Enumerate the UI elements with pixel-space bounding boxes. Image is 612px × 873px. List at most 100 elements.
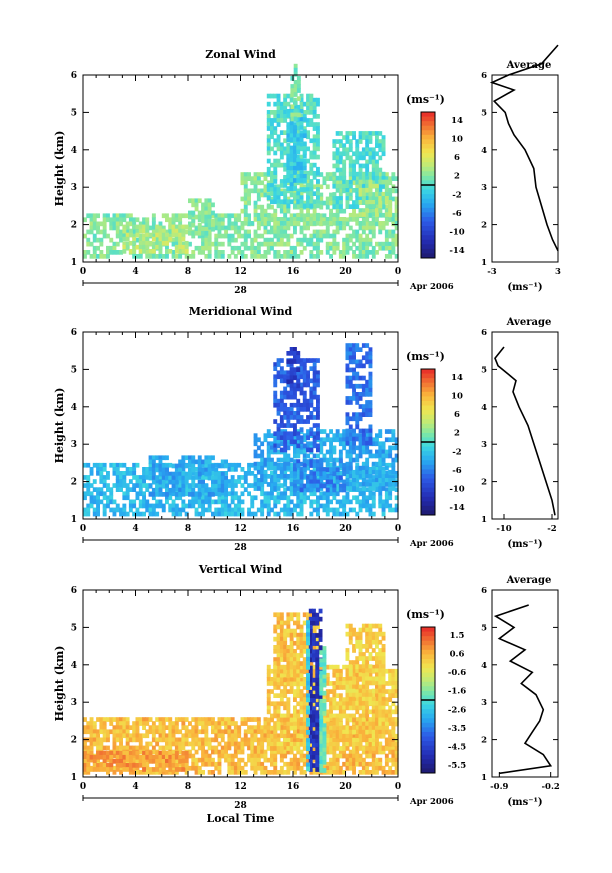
heatmap-cell	[230, 233, 235, 239]
heatmap-cell	[83, 250, 87, 255]
heatmap-cell	[125, 721, 130, 726]
colorbar-swatch	[421, 194, 435, 200]
heatmap-cell	[352, 159, 356, 165]
heatmap-cell	[352, 770, 356, 775]
heatmap-cell	[260, 172, 265, 177]
heatmap-cell	[165, 249, 169, 254]
heatmap-cell	[329, 221, 333, 226]
heatmap-cell	[188, 467, 192, 473]
heatmap-cell	[197, 499, 202, 505]
heatmap-cell	[296, 721, 301, 726]
heatmap-cell	[273, 374, 278, 380]
heatmap-cell	[178, 467, 183, 473]
heatmap-cell	[316, 499, 320, 505]
heatmap-cell	[338, 770, 343, 775]
heatmap-cell	[273, 431, 278, 437]
heatmap-cell	[132, 254, 137, 259]
heatmap-cell	[191, 741, 196, 747]
heatmap-cell	[233, 245, 238, 251]
heatmap-cell	[155, 467, 160, 473]
heatmap-cell	[302, 245, 307, 251]
heatmap-cell	[194, 483, 199, 488]
heatmap-cell	[316, 97, 320, 103]
heatmap-cell	[299, 109, 304, 114]
heatmap-cell	[171, 232, 176, 238]
heatmap-cell	[312, 483, 317, 489]
heatmap-cell	[293, 449, 297, 455]
colorbar-swatch	[421, 373, 435, 379]
heatmap-cell	[316, 142, 320, 148]
heatmap-cell	[204, 233, 209, 239]
heatmap-cell	[171, 471, 176, 477]
heatmap-cell	[381, 135, 386, 140]
heatmap-cell	[306, 419, 310, 424]
heatmap-cell	[273, 474, 278, 479]
heatmap-cell	[217, 217, 222, 223]
heatmap-cell	[293, 487, 297, 493]
heatmap-cell	[286, 142, 291, 148]
heatmap-cell	[283, 250, 288, 255]
heatmap-cell	[309, 463, 314, 468]
heatmap-cell	[151, 507, 156, 513]
panel-title: Zonal Wind	[205, 48, 276, 61]
heatmap-cell	[289, 486, 294, 491]
heatmap-cell	[168, 217, 173, 223]
heatmap-cell	[276, 229, 281, 235]
heatmap-cell	[381, 171, 386, 177]
heatmap-cell	[151, 725, 156, 730]
heatmap-cell	[230, 245, 235, 251]
heatmap-cell	[194, 770, 199, 775]
heatmap-cell	[197, 217, 202, 223]
heatmap-cell	[290, 88, 295, 93]
heatmap-cell	[338, 221, 343, 226]
heatmap-cell	[181, 475, 186, 481]
heatmap-cell	[375, 151, 379, 157]
heatmap-cell	[361, 408, 366, 413]
heatmap-cell	[309, 394, 314, 400]
heatmap-cell	[188, 492, 192, 497]
heatmap-cell	[293, 347, 297, 352]
heatmap-cell	[128, 767, 133, 772]
heatmap-cell	[214, 733, 219, 739]
heatmap-cell	[256, 212, 261, 218]
heatmap-cell	[316, 217, 320, 222]
heatmap-cell	[201, 745, 205, 751]
heatmap-cell	[112, 507, 117, 513]
heatmap-cell	[335, 725, 340, 730]
heatmap-cell	[181, 507, 186, 513]
heatmap-cell	[207, 254, 212, 259]
heatmap-cells	[83, 343, 399, 517]
heatmap-cell	[342, 507, 347, 513]
heatmap-cell	[355, 499, 360, 505]
colorbar-swatch	[421, 153, 435, 159]
heatmap-cell	[332, 155, 337, 161]
heatmap-cell	[83, 254, 87, 259]
heatmap-cell	[106, 770, 110, 775]
heatmap-cell	[329, 437, 333, 443]
heatmap-cell	[293, 203, 297, 209]
heatmap-cell	[168, 721, 173, 726]
heatmap-cell	[325, 503, 330, 509]
heatmap-cell	[191, 218, 196, 224]
heatmap-cell	[224, 729, 228, 735]
heatmap-cell	[312, 390, 317, 396]
heatmap-cell	[381, 765, 386, 771]
heatmap-cell	[161, 725, 166, 730]
heatmap-cell	[322, 471, 327, 477]
heatmap-cell	[365, 449, 370, 455]
heatmap-cell	[306, 199, 310, 205]
heatmap-cell	[171, 479, 176, 485]
heatmap-cell	[299, 475, 304, 481]
heatmap-cell	[237, 475, 242, 480]
heatmap-cell	[214, 254, 219, 259]
heatmap-cell	[197, 741, 202, 747]
heatmap-cell	[161, 236, 166, 242]
heatmap-cell	[312, 208, 317, 214]
heatmap-cell	[381, 179, 386, 185]
heatmap-cell	[181, 499, 186, 505]
heatmap-cell	[263, 437, 268, 443]
heatmap-cell	[96, 729, 100, 735]
heatmap-cell	[145, 250, 150, 255]
heatmap-cell	[325, 487, 330, 493]
